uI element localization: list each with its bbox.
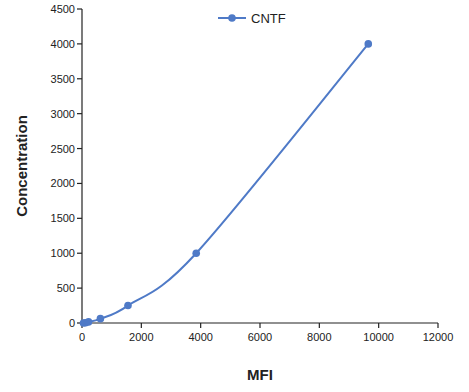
y-tick-label: 2500 bbox=[51, 143, 75, 155]
y-tick-label: 3000 bbox=[51, 108, 75, 120]
x-tick-label: 0 bbox=[79, 331, 85, 343]
x-tick-label: 4000 bbox=[188, 331, 212, 343]
x-axis-label: MFI bbox=[247, 366, 273, 383]
x-tick bbox=[378, 323, 379, 328]
y-tick-label: 0 bbox=[69, 317, 75, 329]
point bbox=[364, 40, 372, 48]
x-tick-label: 2000 bbox=[129, 331, 153, 343]
y-tick bbox=[77, 113, 82, 114]
x-tick-label: 12000 bbox=[423, 331, 454, 343]
y-tick bbox=[77, 218, 82, 219]
y-axis bbox=[81, 9, 82, 323]
x-tick bbox=[437, 323, 438, 328]
y-tick bbox=[77, 8, 82, 9]
legend-label: CNTF bbox=[251, 11, 286, 26]
x-tick bbox=[200, 323, 201, 328]
y-axis-label: Concentration bbox=[13, 115, 30, 217]
y-tick bbox=[77, 288, 82, 289]
x-tick-label: 6000 bbox=[248, 331, 272, 343]
chart: 0 500 1000 1500 2000 2500 3000 3500 4000 4500 0 200… bbox=[0, 0, 469, 392]
point bbox=[124, 302, 132, 310]
y-tick bbox=[77, 148, 82, 149]
y-tick-label: 3500 bbox=[51, 73, 75, 85]
x-tick bbox=[319, 323, 320, 328]
plot-area bbox=[80, 40, 372, 327]
x-tick-label: 8000 bbox=[307, 331, 331, 343]
y-tick bbox=[77, 253, 82, 254]
y-tick-label: 4000 bbox=[51, 38, 75, 50]
legend-marker bbox=[228, 14, 236, 22]
y-tick bbox=[77, 78, 82, 79]
y-tick-label: 1500 bbox=[51, 212, 75, 224]
series-line bbox=[83, 44, 368, 323]
x-tick bbox=[141, 323, 142, 328]
point bbox=[97, 315, 105, 323]
y-tick bbox=[77, 183, 82, 184]
y-tick-label: 2000 bbox=[51, 177, 75, 189]
y-tick-label: 500 bbox=[57, 282, 75, 294]
x-tick bbox=[259, 323, 260, 328]
y-tick-label: 4500 bbox=[51, 3, 75, 15]
point bbox=[85, 318, 93, 326]
y-tick bbox=[77, 43, 82, 44]
point bbox=[192, 249, 200, 257]
y-tick-label: 1000 bbox=[51, 247, 75, 259]
x-tick-label: 10000 bbox=[363, 331, 394, 343]
